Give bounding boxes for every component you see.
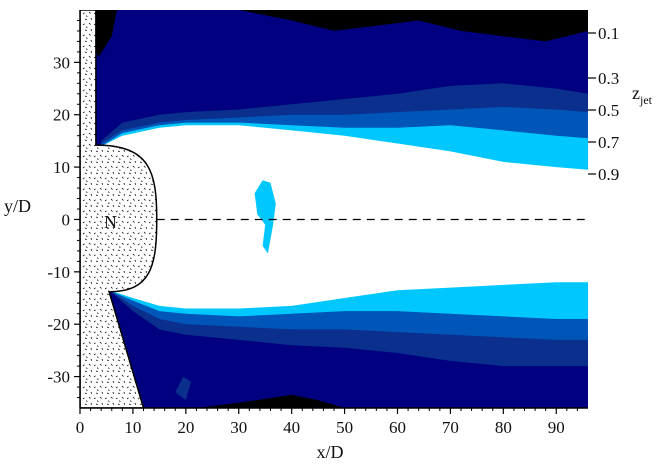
y-tick-label: 20	[53, 106, 70, 125]
y-axis-title: y/D	[4, 196, 31, 216]
nozzle-shape	[80, 10, 158, 408]
y-axis-ticks: -30 -20 -10 0 10 20 30	[47, 19, 80, 399]
nozzle	[80, 10, 158, 408]
contour-island-1	[254, 180, 276, 254]
colorbar-level-label: 0.7	[598, 133, 620, 152]
x-tick-label: 20	[177, 418, 194, 437]
contour-region-below-0-1	[196, 394, 345, 408]
colorbar-title-main: z	[632, 83, 640, 103]
colorbar-level-label: 0.1	[598, 24, 619, 43]
y-tick-label: 10	[53, 158, 70, 177]
x-tick-label: 10	[124, 418, 141, 437]
x-tick-label: 0	[76, 418, 85, 437]
colorbar-level-label: 0.5	[598, 101, 619, 120]
x-tick-label: 70	[442, 418, 459, 437]
colorbar-level-label: 0.3	[598, 69, 619, 88]
plot-area	[80, 10, 588, 408]
x-axis-ticks: 0 10 20 30 40 50 60 70 80 90	[76, 408, 578, 437]
x-tick-label: 40	[283, 418, 300, 437]
x-tick-label: 30	[230, 418, 247, 437]
contour-region-0-9	[101, 125, 588, 309]
y-tick-label: -20	[47, 315, 70, 334]
x-tick-label: 80	[495, 418, 512, 437]
x-tick-label: 50	[336, 418, 353, 437]
y-tick-label: 0	[62, 210, 71, 229]
colorbar-title-subscript: jet	[639, 93, 653, 107]
y-tick-label: 30	[53, 53, 70, 72]
x-tick-label: 60	[389, 418, 406, 437]
colorbar-ticks: 0.1 0.3 0.5 0.7 0.9	[588, 24, 620, 184]
axes: 0 10 20 30 40 50 60 70 80 90 -30 -20 -10 0 10 20 30	[47, 10, 588, 437]
nozzle-label: N	[104, 212, 117, 232]
contour-layers	[80, 10, 588, 408]
contour-island-2	[175, 376, 192, 401]
x-axis-title: x/D	[317, 442, 344, 462]
colorbar-title: zjet	[632, 83, 653, 107]
colorbar-level-label: 0.9	[598, 165, 619, 184]
x-tick-label: 90	[548, 418, 565, 437]
y-tick-label: -10	[47, 263, 70, 282]
y-tick-label: -30	[47, 368, 70, 387]
